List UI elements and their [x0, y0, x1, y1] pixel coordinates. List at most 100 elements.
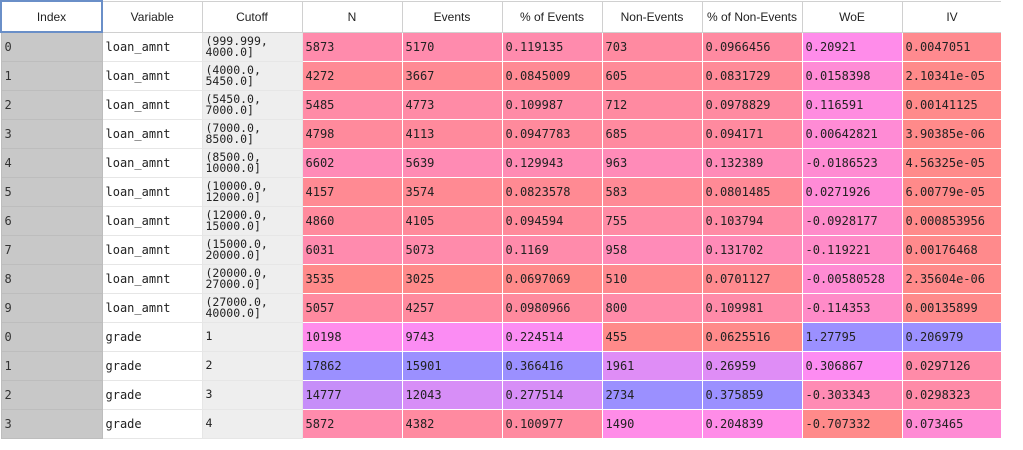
cell-non-events[interactable]: 712	[601, 89, 703, 120]
cell-cutoff[interactable]: (20000.0, 27000.0]	[201, 263, 303, 294]
cell-iv[interactable]: 0.073465	[901, 408, 1003, 439]
cell-index[interactable]: 0	[0, 31, 103, 62]
cell-pct-non-events[interactable]: 0.375859	[701, 379, 803, 410]
cell-index[interactable]: 8	[0, 263, 103, 294]
cell-pct-events[interactable]: 0.0697069	[501, 263, 603, 294]
cell-cutoff[interactable]: (5450.0, 7000.0]	[201, 89, 303, 120]
cell-non-events[interactable]: 958	[601, 234, 703, 265]
column-header-iv[interactable]: IV	[901, 0, 1003, 33]
cell-iv[interactable]: 0.00135899	[901, 292, 1003, 323]
cell-non-events[interactable]: 510	[601, 263, 703, 294]
cell-n[interactable]: 6602	[301, 147, 403, 178]
cell-n[interactable]: 6031	[301, 234, 403, 265]
cell-cutoff[interactable]: (7000.0, 8500.0]	[201, 118, 303, 149]
column-header-non-events[interactable]: Non-Events	[601, 0, 703, 33]
cell-woe[interactable]: -0.303343	[801, 379, 903, 410]
cell-variable[interactable]: grade	[101, 408, 203, 439]
column-header-pct-non-events[interactable]: % of Non-Events	[701, 0, 803, 33]
cell-pct-non-events[interactable]: 0.094171	[701, 118, 803, 149]
column-header-cutoff[interactable]: Cutoff	[201, 0, 303, 33]
column-header-index[interactable]: Index	[0, 0, 103, 33]
cell-index[interactable]: 6	[0, 205, 103, 236]
cell-iv[interactable]: 0.00141125	[901, 89, 1003, 120]
cell-non-events[interactable]: 583	[601, 176, 703, 207]
cell-events[interactable]: 3574	[401, 176, 503, 207]
cell-pct-non-events[interactable]: 0.0978829	[701, 89, 803, 120]
cell-events[interactable]: 4382	[401, 408, 503, 439]
cell-index[interactable]: 2	[0, 89, 103, 120]
cell-pct-events[interactable]: 0.129943	[501, 147, 603, 178]
cell-events[interactable]: 5639	[401, 147, 503, 178]
cell-cutoff[interactable]: (10000.0, 12000.0]	[201, 176, 303, 207]
cell-pct-non-events[interactable]: 0.109981	[701, 292, 803, 323]
cell-iv[interactable]: 4.56325e-05	[901, 147, 1003, 178]
cell-woe[interactable]: 0.00642821	[801, 118, 903, 149]
cell-cutoff[interactable]: 3	[201, 379, 303, 410]
cell-pct-events[interactable]: 0.366416	[501, 350, 603, 381]
cell-pct-events[interactable]: 0.0823578	[501, 176, 603, 207]
cell-variable[interactable]: grade	[101, 379, 203, 410]
column-header-variable[interactable]: Variable	[101, 0, 203, 33]
cell-index[interactable]: 9	[0, 292, 103, 323]
cell-non-events[interactable]: 755	[601, 205, 703, 236]
cell-woe[interactable]: 0.0158398	[801, 60, 903, 91]
cell-woe[interactable]: 0.20921	[801, 31, 903, 62]
cell-index[interactable]: 1	[0, 350, 103, 381]
cell-woe[interactable]: 1.27795	[801, 321, 903, 352]
cell-non-events[interactable]: 2734	[601, 379, 703, 410]
cell-cutoff[interactable]: 4	[201, 408, 303, 439]
cell-events[interactable]: 9743	[401, 321, 503, 352]
cell-woe[interactable]: -0.707332	[801, 408, 903, 439]
cell-cutoff[interactable]: (12000.0, 15000.0]	[201, 205, 303, 236]
cell-non-events[interactable]: 963	[601, 147, 703, 178]
cell-index[interactable]: 3	[0, 408, 103, 439]
cell-iv[interactable]: 0.206979	[901, 321, 1003, 352]
cell-pct-events[interactable]: 0.0845009	[501, 60, 603, 91]
cell-variable[interactable]: loan_amnt	[101, 263, 203, 294]
cell-variable[interactable]: loan_amnt	[101, 234, 203, 265]
cell-woe[interactable]: 0.0271926	[801, 176, 903, 207]
cell-pct-events[interactable]: 0.100977	[501, 408, 603, 439]
cell-events[interactable]: 3667	[401, 60, 503, 91]
cell-events[interactable]: 4773	[401, 89, 503, 120]
cell-iv[interactable]: 2.10341e-05	[901, 60, 1003, 91]
cell-events[interactable]: 5073	[401, 234, 503, 265]
cell-variable[interactable]: loan_amnt	[101, 147, 203, 178]
cell-n[interactable]: 4157	[301, 176, 403, 207]
cell-pct-non-events[interactable]: 0.0625516	[701, 321, 803, 352]
cell-pct-events[interactable]: 0.094594	[501, 205, 603, 236]
cell-iv[interactable]: 0.0298323	[901, 379, 1003, 410]
cell-non-events[interactable]: 1490	[601, 408, 703, 439]
cell-cutoff[interactable]: 2	[201, 350, 303, 381]
cell-pct-non-events[interactable]: 0.131702	[701, 234, 803, 265]
cell-events[interactable]: 5170	[401, 31, 503, 62]
column-header-pct-events[interactable]: % of Events	[501, 0, 603, 33]
cell-pct-non-events[interactable]: 0.132389	[701, 147, 803, 178]
cell-cutoff[interactable]: (4000.0, 5450.0]	[201, 60, 303, 91]
cell-woe[interactable]: -0.119221	[801, 234, 903, 265]
vertical-scrollbar[interactable]	[1001, 0, 1023, 450]
cell-pct-events[interactable]: 0.119135	[501, 31, 603, 62]
cell-woe[interactable]: 0.116591	[801, 89, 903, 120]
cell-pct-non-events[interactable]: 0.0801485	[701, 176, 803, 207]
cell-variable[interactable]: loan_amnt	[101, 205, 203, 236]
cell-pct-events[interactable]: 0.1169	[501, 234, 603, 265]
column-header-woe[interactable]: WoE	[801, 0, 903, 33]
cell-n[interactable]: 4798	[301, 118, 403, 149]
cell-woe[interactable]: -0.0928177	[801, 205, 903, 236]
cell-woe[interactable]: -0.114353	[801, 292, 903, 323]
cell-variable[interactable]: loan_amnt	[101, 60, 203, 91]
cell-n[interactable]: 5057	[301, 292, 403, 323]
cell-variable[interactable]: grade	[101, 321, 203, 352]
cell-non-events[interactable]: 455	[601, 321, 703, 352]
cell-n[interactable]: 10198	[301, 321, 403, 352]
cell-n[interactable]: 4272	[301, 60, 403, 91]
cell-n[interactable]: 5872	[301, 408, 403, 439]
cell-n[interactable]: 5873	[301, 31, 403, 62]
cell-pct-events[interactable]: 0.0947783	[501, 118, 603, 149]
cell-variable[interactable]: loan_amnt	[101, 89, 203, 120]
cell-events[interactable]: 15901	[401, 350, 503, 381]
cell-index[interactable]: 5	[0, 176, 103, 207]
cell-pct-events[interactable]: 0.0980966	[501, 292, 603, 323]
cell-index[interactable]: 2	[0, 379, 103, 410]
